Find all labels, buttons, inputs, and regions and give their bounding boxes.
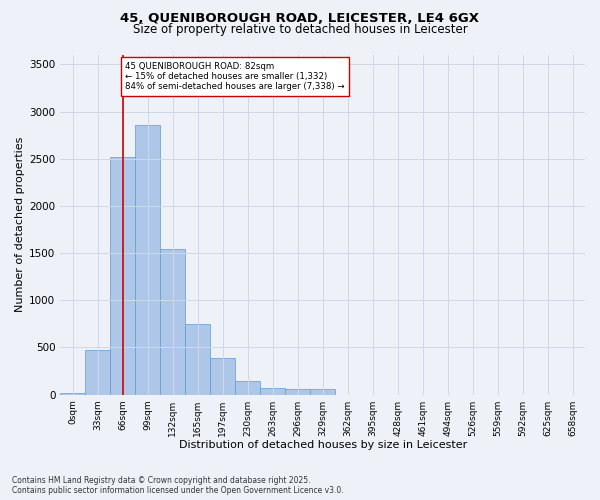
Bar — [110, 157, 135, 394]
Text: Contains HM Land Registry data © Crown copyright and database right 2025.
Contai: Contains HM Land Registry data © Crown c… — [12, 476, 344, 495]
Text: 45 QUENIBOROUGH ROAD: 82sqm
← 15% of detached houses are smaller (1,332)
84% of : 45 QUENIBOROUGH ROAD: 82sqm ← 15% of det… — [125, 62, 345, 92]
Bar — [260, 388, 285, 394]
Bar — [185, 324, 210, 394]
Bar — [285, 390, 310, 394]
Bar — [310, 390, 335, 394]
Bar — [85, 350, 110, 395]
Text: Size of property relative to detached houses in Leicester: Size of property relative to detached ho… — [133, 22, 467, 36]
Bar — [60, 392, 85, 394]
Bar — [160, 250, 185, 394]
Bar — [210, 358, 235, 395]
Y-axis label: Number of detached properties: Number of detached properties — [15, 137, 25, 312]
Bar — [135, 125, 160, 394]
Bar — [235, 382, 260, 394]
X-axis label: Distribution of detached houses by size in Leicester: Distribution of detached houses by size … — [179, 440, 467, 450]
Text: 45, QUENIBOROUGH ROAD, LEICESTER, LE4 6GX: 45, QUENIBOROUGH ROAD, LEICESTER, LE4 6G… — [121, 12, 479, 26]
